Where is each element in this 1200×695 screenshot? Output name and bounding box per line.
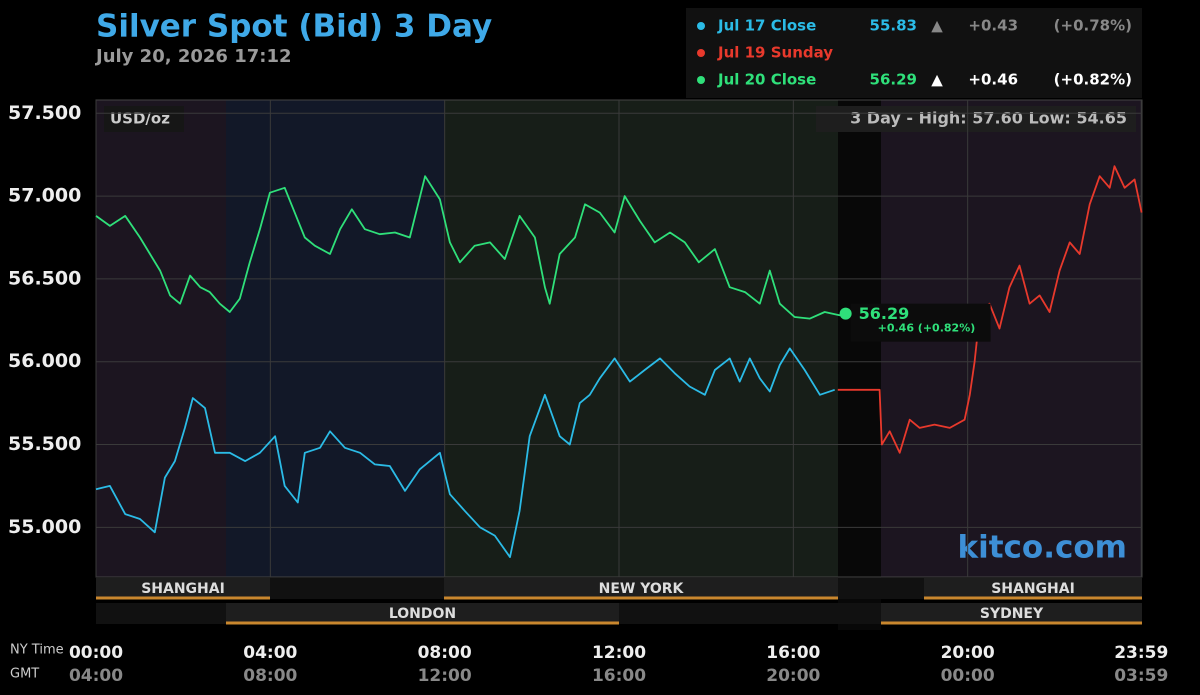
- legend-close: 55.83: [870, 17, 917, 35]
- y-tick-label: 56.000: [8, 350, 81, 372]
- chart-subtitle: July 20, 2026 17:12: [94, 46, 292, 67]
- session-bar: [881, 603, 1142, 623]
- x2-tick-label: 20:00: [766, 666, 820, 686]
- legend-box: [686, 8, 1142, 98]
- session-bar: [96, 578, 270, 598]
- session-label: SYDNEY: [980, 606, 1044, 622]
- legend-dot: [697, 22, 705, 30]
- session-label: SHANGHAI: [141, 581, 225, 597]
- y-tick-label: 57.000: [8, 185, 81, 207]
- x-tick-label: 00:00: [69, 643, 123, 663]
- watermark: kitco.com: [958, 530, 1128, 566]
- session-label: SHANGHAI: [991, 581, 1075, 597]
- range-label: 3 Day - High: 57.60 Low: 54.65: [850, 109, 1127, 128]
- legend-close: 56.29: [870, 71, 917, 89]
- x2-axis-label: GMT: [10, 667, 39, 682]
- last-change-label: +0.46 (+0.82%): [878, 322, 976, 335]
- legend-change: +0.46: [968, 71, 1018, 89]
- y-tick-label: 55.000: [8, 516, 81, 538]
- y-tick-label: 56.500: [8, 267, 81, 289]
- price-line: [95, 175, 846, 320]
- x-tick-label: 08:00: [418, 643, 472, 663]
- session-shade: [444, 100, 838, 577]
- x-tick-label: 12:00: [592, 643, 646, 663]
- x2-tick-label: 04:00: [69, 666, 123, 686]
- session-bar: [924, 578, 1142, 598]
- legend-pct: (+0.82%): [1054, 71, 1132, 89]
- session-bar: [226, 603, 619, 623]
- x2-tick-label: 00:00: [941, 666, 995, 686]
- last-price-dot: [839, 307, 852, 320]
- session-bar: [444, 578, 838, 598]
- last-price-box: [850, 303, 991, 342]
- x2-tick-label: 08:00: [243, 666, 297, 686]
- y-tick-label: 57.500: [8, 102, 81, 124]
- legend-name: Jul 17 Close: [717, 17, 816, 35]
- x-tick-label: 23:59: [1114, 643, 1168, 663]
- x2-tick-label: 03:59: [1114, 666, 1168, 686]
- range-box: [816, 106, 1136, 132]
- legend-arrow: ▲: [931, 71, 943, 89]
- x-tick-label: 16:00: [766, 643, 820, 663]
- last-price-label: 56.29: [859, 304, 910, 323]
- y-tick-label: 55.500: [8, 433, 81, 455]
- chart-title: Silver Spot (Bid) 3 Day: [96, 9, 492, 45]
- legend-dot: [697, 49, 705, 57]
- legend-arrow: ▲: [931, 17, 943, 35]
- session-label: LONDON: [389, 606, 456, 622]
- unit-label: USD/oz: [110, 110, 170, 128]
- legend-dot: [697, 76, 705, 84]
- session-shade: [96, 100, 226, 577]
- session-shade: [226, 100, 444, 577]
- price-line: [837, 165, 1143, 454]
- x-tick-label: 20:00: [941, 643, 995, 663]
- x2-tick-label: 16:00: [592, 666, 646, 686]
- legend-name: Jul 20 Close: [717, 71, 816, 89]
- x2-tick-label: 12:00: [418, 666, 472, 686]
- session-shade: [838, 100, 881, 630]
- x-tick-label: 04:00: [243, 643, 297, 663]
- unit-box: [104, 106, 184, 132]
- price-line: [95, 347, 835, 558]
- legend-pct: (+0.78%): [1054, 17, 1132, 35]
- legend-name: Jul 19 Sunday: [717, 44, 833, 62]
- legend-change: +0.43: [968, 17, 1018, 35]
- session-label: NEW YORK: [599, 581, 685, 597]
- x-axis-label: NY Time: [10, 643, 64, 658]
